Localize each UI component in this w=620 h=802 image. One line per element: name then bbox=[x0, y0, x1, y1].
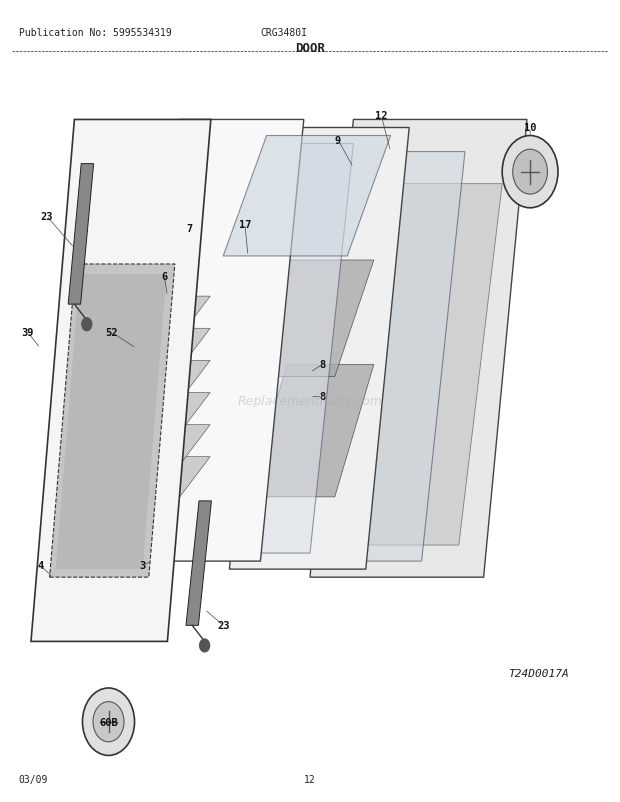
Text: 4: 4 bbox=[37, 561, 43, 570]
Circle shape bbox=[513, 150, 547, 195]
Polygon shape bbox=[186, 144, 353, 553]
Text: 8: 8 bbox=[319, 360, 326, 370]
Text: 10: 10 bbox=[524, 124, 536, 133]
Polygon shape bbox=[273, 152, 465, 561]
Text: 60B: 60B bbox=[99, 717, 118, 727]
Polygon shape bbox=[155, 361, 210, 401]
Text: 23: 23 bbox=[217, 621, 229, 630]
Polygon shape bbox=[136, 120, 304, 561]
Polygon shape bbox=[56, 274, 166, 569]
Polygon shape bbox=[248, 365, 374, 497]
Polygon shape bbox=[310, 120, 527, 577]
Text: 3: 3 bbox=[140, 561, 146, 570]
Text: DOOR: DOOR bbox=[295, 42, 325, 55]
Text: 23: 23 bbox=[40, 212, 53, 221]
Polygon shape bbox=[155, 457, 210, 497]
Text: 52: 52 bbox=[105, 328, 118, 338]
Text: 7: 7 bbox=[186, 224, 192, 233]
Polygon shape bbox=[229, 128, 409, 569]
Text: 12: 12 bbox=[375, 111, 388, 121]
Polygon shape bbox=[155, 297, 210, 337]
Polygon shape bbox=[248, 261, 374, 377]
Text: 12: 12 bbox=[304, 775, 316, 784]
Text: 9: 9 bbox=[335, 136, 341, 145]
Text: 39: 39 bbox=[22, 328, 34, 338]
Circle shape bbox=[82, 688, 135, 755]
Circle shape bbox=[200, 639, 210, 652]
Polygon shape bbox=[335, 184, 502, 545]
Polygon shape bbox=[223, 136, 391, 257]
Polygon shape bbox=[155, 329, 210, 369]
Text: T24D0017A: T24D0017A bbox=[508, 668, 569, 678]
Text: Publication No: 5995534319: Publication No: 5995534319 bbox=[19, 28, 171, 38]
Circle shape bbox=[93, 702, 124, 742]
Text: 17: 17 bbox=[239, 220, 251, 229]
Polygon shape bbox=[186, 501, 211, 626]
Text: 8: 8 bbox=[319, 392, 326, 402]
Polygon shape bbox=[68, 164, 94, 305]
Text: 03/09: 03/09 bbox=[19, 775, 48, 784]
Text: 6: 6 bbox=[161, 272, 167, 282]
Polygon shape bbox=[50, 265, 175, 577]
Circle shape bbox=[82, 318, 92, 331]
Text: ReplacementParts.com: ReplacementParts.com bbox=[237, 395, 383, 407]
Text: CRG3480I: CRG3480I bbox=[260, 28, 308, 38]
Polygon shape bbox=[155, 425, 210, 465]
Circle shape bbox=[502, 136, 558, 209]
Polygon shape bbox=[31, 120, 211, 642]
Polygon shape bbox=[155, 393, 210, 433]
